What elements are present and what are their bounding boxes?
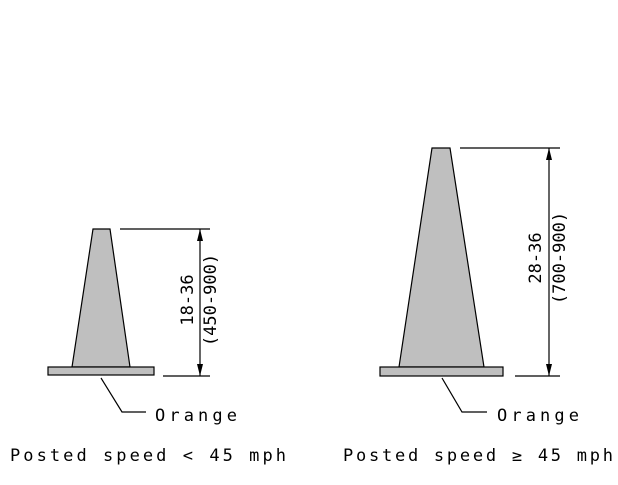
color-label: Orange [155,406,237,426]
arrowhead [197,229,203,241]
color-label: Orange [497,406,579,426]
arrowhead [197,364,203,376]
leader-line [100,377,146,413]
cone-base [379,366,504,377]
height-label: 18-36 [178,274,198,325]
cone-body [398,147,485,368]
height-mm-label: (700-900) [550,212,570,304]
cone-large: 28-36 (700-900) Orange Posted speed ≥ 45… [343,147,613,466]
cone-base [47,366,155,376]
cone-small: 18-36 (450-900) Orange Posted speed < 45… [10,228,286,466]
height-mm-label: (450-900) [201,254,221,346]
caption: Posted speed ≥ 45 mph [343,446,613,466]
arrowhead [546,364,552,376]
arrowhead [546,148,552,160]
caption: Posted speed < 45 mph [10,446,286,466]
leader-line [441,377,487,413]
cone-body [71,228,131,368]
height-label: 28-36 [526,232,546,283]
